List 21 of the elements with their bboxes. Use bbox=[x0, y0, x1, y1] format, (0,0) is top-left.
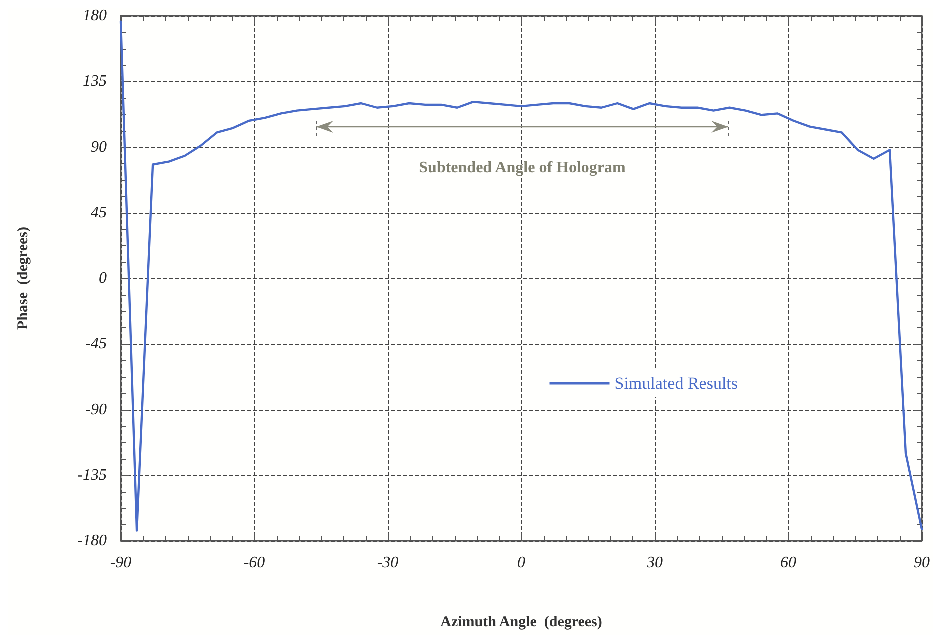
x-tick-label: 60 bbox=[780, 554, 796, 572]
y-tick-label: 90 bbox=[91, 138, 107, 156]
y-tick-label: -45 bbox=[86, 336, 107, 353]
line-series bbox=[120, 20, 924, 532]
y-tick-label: 135 bbox=[83, 73, 107, 90]
x-tick-label: -60 bbox=[244, 554, 266, 572]
y-tick-label: 0 bbox=[99, 270, 107, 287]
y-tick-label: 180 bbox=[83, 8, 107, 24]
y-axis-title: Phase (degrees) bbox=[16, 226, 32, 330]
x-tick-label: -90 bbox=[110, 554, 132, 572]
y-tick-label: -90 bbox=[86, 401, 107, 418]
x-tick-label: 0 bbox=[518, 554, 526, 572]
y-tick-label: 45 bbox=[91, 204, 107, 222]
y-tick-label: -180 bbox=[78, 532, 107, 550]
x-axis-title: Azimuth Angle (degrees) bbox=[440, 614, 602, 630]
legend-label: Simulated Results bbox=[614, 374, 738, 393]
x-tick-label: 90 bbox=[914, 554, 930, 572]
annotation: Subtended Angle of Hologram bbox=[419, 160, 627, 176]
x-tick-label: -30 bbox=[377, 554, 399, 572]
x-tick-label: 30 bbox=[646, 554, 663, 572]
y-tick-label: -135 bbox=[78, 466, 107, 484]
